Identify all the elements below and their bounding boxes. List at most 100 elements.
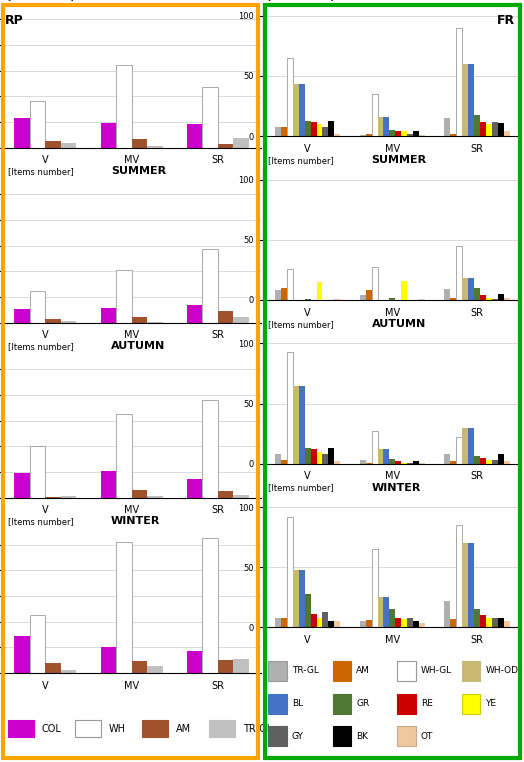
Bar [456,28,462,136]
Bar [334,299,340,300]
FancyBboxPatch shape [8,721,34,737]
Bar [492,299,498,300]
FancyBboxPatch shape [398,726,416,746]
Bar [366,463,372,464]
Bar [366,290,372,300]
Bar [287,58,293,136]
FancyBboxPatch shape [75,721,101,737]
Bar [147,666,163,673]
Bar [101,471,116,498]
Bar [299,570,304,627]
Bar [401,131,407,136]
Bar [474,610,480,627]
Bar [444,454,450,464]
Bar [293,570,299,627]
FancyBboxPatch shape [209,721,235,737]
Bar [304,448,311,464]
Text: WINTER: WINTER [111,517,160,527]
Bar [486,618,492,627]
Text: WH: WH [108,724,125,734]
Bar [287,269,293,300]
Text: [Items number]: [Items number] [268,156,334,165]
Bar [202,539,218,673]
Bar [116,66,132,148]
Text: TR-GL: TR-GL [243,724,272,734]
Bar [116,542,132,673]
Bar [444,601,450,627]
Bar [480,122,486,136]
Text: AUTUMN: AUTUMN [111,341,165,351]
Bar [384,117,389,136]
Text: AUTUMN: AUTUMN [372,319,426,328]
Bar [359,460,366,464]
Text: WINTER: WINTER [372,482,421,492]
Text: OT: OT [421,732,433,741]
Bar [444,118,450,136]
Bar [311,122,316,136]
Bar [384,450,389,464]
Bar [384,597,389,627]
Bar [293,386,299,464]
Bar [413,622,419,627]
Bar [395,618,401,627]
Bar [498,454,504,464]
Bar [234,495,249,498]
Bar [498,123,504,136]
Text: TR-GL: TR-GL [292,666,319,675]
Bar [480,458,486,464]
Bar [334,461,340,464]
Text: YE: YE [485,699,496,708]
Text: AM: AM [356,666,370,675]
Bar [322,454,329,464]
Bar [334,622,340,627]
Bar [462,543,468,627]
Bar [377,450,384,464]
Bar [474,288,480,300]
Bar [372,94,377,136]
Bar [372,267,377,300]
Bar [480,616,486,627]
Bar [419,623,425,627]
Bar [322,612,329,627]
Text: COL: COL [41,724,61,734]
Bar [329,120,334,136]
Bar [456,246,462,300]
Bar [504,131,510,136]
Bar [187,124,202,148]
Bar [30,447,46,498]
Bar [372,549,377,627]
Bar [413,461,419,464]
Bar [46,141,61,148]
Text: GY: GY [292,732,303,741]
Bar [366,620,372,627]
Text: FR: FR [497,14,515,27]
Bar [401,619,407,627]
Text: SUMMER: SUMMER [111,166,166,176]
Bar [281,288,287,300]
Text: WH-OD: WH-OD [485,666,518,675]
Bar [468,278,474,300]
Bar [480,295,486,300]
Bar [377,117,384,136]
FancyBboxPatch shape [398,693,416,713]
Bar [389,130,395,136]
FancyBboxPatch shape [333,693,351,713]
Bar [450,134,456,136]
FancyBboxPatch shape [462,661,480,680]
Text: SPRING: SPRING [372,0,419,2]
Text: SPRING: SPRING [111,0,158,1]
Bar [486,460,492,464]
Bar [187,305,202,322]
Bar [450,619,456,627]
Bar [450,297,456,300]
Bar [187,479,202,498]
Bar [468,64,474,136]
Text: [Items number]: [Items number] [8,342,73,351]
Bar [30,616,46,673]
Bar [304,120,311,136]
Bar [492,618,498,627]
Text: AM: AM [176,724,191,734]
FancyBboxPatch shape [462,693,480,713]
Bar [299,85,304,136]
FancyBboxPatch shape [268,693,287,713]
